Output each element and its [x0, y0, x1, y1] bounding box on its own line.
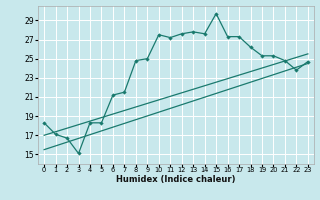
X-axis label: Humidex (Indice chaleur): Humidex (Indice chaleur)	[116, 175, 236, 184]
